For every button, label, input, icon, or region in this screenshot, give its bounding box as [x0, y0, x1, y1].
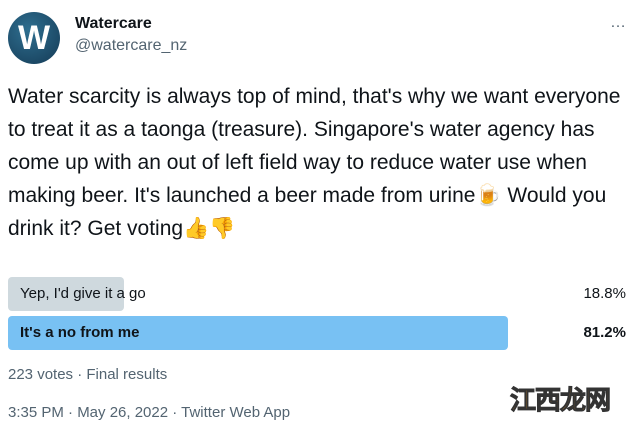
author-name[interactable]: Watercare	[75, 15, 152, 32]
more-options-icon[interactable]: …	[610, 14, 627, 31]
poll-option-2-label: It's a no from me	[20, 324, 140, 341]
tweet-timestamp[interactable]: 3:35 PM · May 26, 2022 · Twitter Web App	[8, 404, 291, 421]
poll-bar-option-1	[8, 277, 124, 311]
watermark-logo: 江西龙网	[509, 385, 611, 416]
poll-option-1-percent: 18.8%	[583, 285, 626, 302]
avatar-logo: W	[17, 18, 51, 57]
poll-option-2-percent: 81.2%	[583, 324, 626, 341]
poll-option-1-label: Yep, I'd give it a go	[20, 285, 146, 302]
avatar[interactable]: W	[8, 12, 60, 64]
tweet-text: Water scarcity is always top of mind, th…	[8, 85, 621, 240]
poll-bar-option-2	[8, 316, 509, 350]
poll-summary: 223 votes · Final results	[8, 366, 168, 383]
author-handle[interactable]: @watercare_nz	[75, 37, 188, 54]
